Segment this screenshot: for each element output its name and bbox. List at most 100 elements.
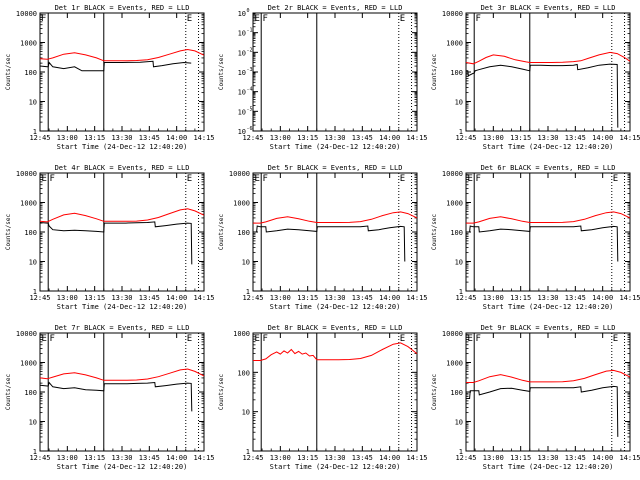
- x-tick-label: 14:00: [379, 454, 400, 462]
- y-tick-label: 100: [450, 389, 463, 397]
- x-tick-label: 14:15: [193, 454, 214, 462]
- y-tick-label: 1000: [20, 200, 37, 208]
- x-tick-label: 13:00: [270, 134, 291, 142]
- x-tick-label: 14:15: [619, 454, 640, 462]
- marker-label: E: [400, 14, 405, 24]
- marker-label: E: [187, 334, 192, 344]
- y-tick-label: 1: [33, 448, 37, 456]
- y-axis-label: Counts/sec: [431, 54, 438, 91]
- y-axis-label: Counts/sec: [431, 214, 438, 251]
- x-tick-label: 13:15: [84, 294, 105, 302]
- x-tick-label: 13:30: [111, 454, 132, 462]
- y-tick-label: 100: [24, 229, 37, 237]
- series-lld-line: [465, 51, 631, 65]
- y-tick-label: 10000: [16, 330, 37, 338]
- x-tick-label: 12:45: [455, 454, 476, 462]
- detector-panel-7: Det 7r BLACK = Events, RED = LLD Start Ti…: [5, 324, 215, 471]
- y-tick-label: 1000: [20, 40, 37, 48]
- x-axis-label: Start Time (24-Dec-12 12:40:20): [57, 463, 188, 471]
- plot-frame: [39, 172, 205, 292]
- y-tick-exponent: -1: [247, 28, 253, 34]
- x-tick-label: 13:45: [352, 454, 373, 462]
- marker-label: F: [475, 14, 480, 24]
- y-tick-label: 1: [459, 288, 463, 296]
- y-tick-label: 1000: [446, 40, 463, 48]
- x-tick-label: 13:30: [537, 454, 558, 462]
- detector-panel-8: Det 8r BLACK = Events, RED = LLD Start Ti…: [218, 324, 428, 471]
- panel-title: Det 1r BLACK = Events, RED = LLD: [55, 4, 190, 12]
- plot-frame: [465, 12, 631, 132]
- y-axis-label: Counts/sec: [218, 214, 225, 251]
- x-tick-label: 13:15: [510, 134, 531, 142]
- series-lld-line: [253, 211, 418, 224]
- x-axis-label: Start Time (24-Dec-12 12:40:20): [270, 303, 401, 311]
- x-axis-label: Start Time (24-Dec-12 12:40:20): [270, 463, 401, 471]
- y-tick-label: 1: [246, 288, 250, 296]
- plot-frame: [465, 172, 631, 292]
- series-events-line: [466, 225, 619, 262]
- series-lld-line: [253, 342, 418, 361]
- y-tick-exponent: -4: [247, 87, 253, 93]
- marker-label: E: [41, 334, 46, 344]
- y-tick-label: 1: [459, 128, 463, 136]
- x-tick-label: 13:45: [139, 454, 160, 462]
- marker-label: E: [400, 174, 405, 184]
- y-tick-label: 10000: [16, 10, 37, 18]
- panel-title: Det 8r BLACK = Events, RED = LLD: [268, 324, 403, 332]
- y-tick-label: 100: [237, 369, 250, 377]
- y-tick-label: 10: [238, 128, 246, 136]
- y-tick-label: 10: [242, 409, 250, 417]
- y-tick-label: 10: [29, 419, 37, 427]
- series-events-line: [39, 381, 193, 412]
- x-tick-label: 13:15: [510, 454, 531, 462]
- x-tick-label: 13:15: [84, 134, 105, 142]
- series-events-line: [39, 221, 193, 265]
- y-tick-exponent: -2: [247, 47, 253, 53]
- marker-label: E: [254, 174, 259, 184]
- x-tick-label: 13:45: [352, 134, 373, 142]
- y-tick-exponent: -5: [247, 106, 253, 112]
- y-tick-label: 10: [238, 10, 246, 18]
- y-tick-label: 1000: [446, 200, 463, 208]
- y-tick-exponent: -3: [247, 67, 253, 73]
- x-tick-label: 14:00: [379, 134, 400, 142]
- y-tick-label: 10: [455, 99, 463, 107]
- plot-frame: [39, 332, 205, 452]
- y-axis-label: Counts/sec: [218, 54, 225, 91]
- x-tick-label: 13:00: [483, 134, 504, 142]
- x-tick-label: 12:45: [242, 294, 263, 302]
- x-tick-label: 13:00: [57, 134, 78, 142]
- marker-label: F: [49, 174, 54, 184]
- x-tick-label: 13:30: [111, 294, 132, 302]
- x-tick-label: 12:45: [455, 134, 476, 142]
- x-tick-label: 14:15: [619, 294, 640, 302]
- series-events-line: [39, 60, 192, 72]
- marker-label: E: [467, 334, 472, 344]
- marker-label: E: [467, 174, 472, 184]
- x-tick-label: 13:30: [537, 134, 558, 142]
- x-tick-label: 13:00: [483, 294, 504, 302]
- x-tick-label: 12:45: [29, 454, 50, 462]
- marker-label: F: [262, 174, 267, 184]
- x-tick-label: 13:15: [297, 134, 318, 142]
- x-tick-label: 13:45: [352, 294, 373, 302]
- detector-panel-5: Det 5r BLACK = Events, RED = LLD Start Ti…: [218, 164, 428, 311]
- y-axis-label: Counts/sec: [431, 374, 438, 411]
- y-tick-label: 10000: [442, 10, 463, 18]
- y-tick-label: 1: [33, 128, 37, 136]
- plot-frame: [252, 12, 418, 132]
- x-tick-label: 14:00: [379, 294, 400, 302]
- series-lld-line: [466, 369, 631, 383]
- series-lld-line: [39, 208, 205, 223]
- x-tick-label: 14:15: [193, 134, 214, 142]
- y-tick-exponent: -6: [247, 126, 253, 132]
- detector-panel-9: Det 9r BLACK = Events, RED = LLD Start Ti…: [431, 324, 640, 471]
- y-tick-label: 10: [238, 49, 246, 57]
- y-tick-label: 10: [238, 89, 246, 97]
- y-tick-label: 10: [29, 259, 37, 267]
- x-tick-label: 14:00: [592, 294, 613, 302]
- y-tick-label: 1: [33, 288, 37, 296]
- y-tick-label: 1000: [233, 330, 250, 338]
- x-axis-label: Start Time (24-Dec-12 12:40:20): [483, 303, 614, 311]
- y-tick-label: 10000: [442, 170, 463, 178]
